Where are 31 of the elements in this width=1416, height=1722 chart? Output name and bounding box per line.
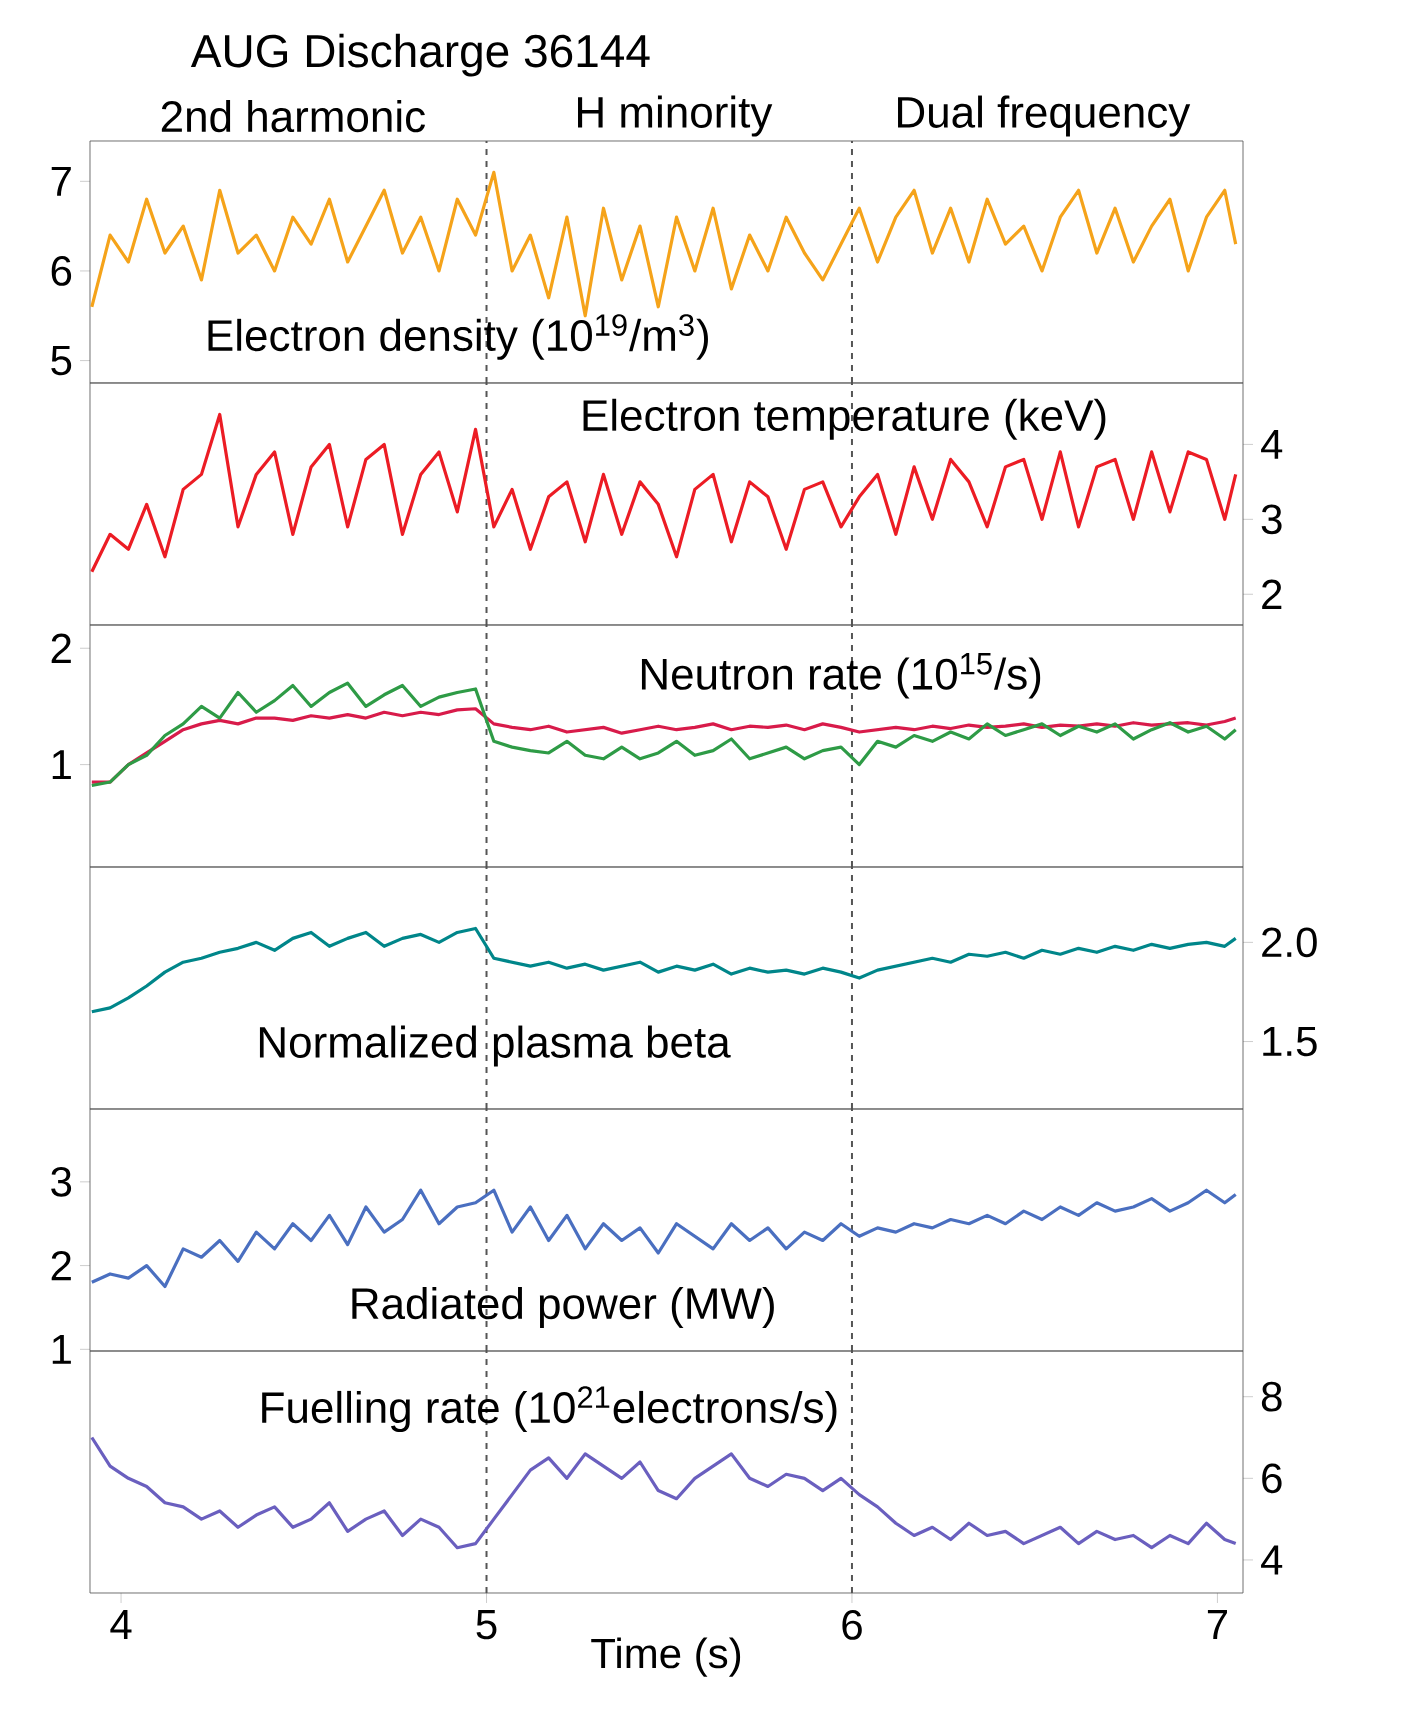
annotation: Electron density (10$^{19}$/m$^{3}$) — [208, 314, 708, 360]
y2-tick-label: 4 — [1261, 1545, 1283, 1575]
y2-tick-label: 6 — [1262, 1463, 1282, 1494]
y-tick-label: 1 — [52, 1334, 71, 1364]
text: 2nd harmonic — [161, 99, 425, 133]
x-tick-label: 5 — [476, 1610, 497, 1640]
x-axis-title: Time (s) — [591, 1637, 741, 1677]
y2-tick-label: 3 — [1261, 504, 1282, 535]
annotation: Fuelling rate (10$^{21}$electrons/s) — [262, 1386, 837, 1432]
text: Dual frequency — [898, 95, 1191, 137]
annotation: Neutron rate (10$^{15}$/s) — [641, 653, 1041, 699]
y-tick-label: 5 — [51, 345, 72, 376]
x-tick-label: 7 — [1207, 1610, 1227, 1639]
y-tick-label: 1 — [52, 750, 71, 780]
chart-title: AUG Discharge 36144 — [190, 33, 650, 77]
y-tick-label: 2 — [51, 633, 71, 663]
y2-tick-label: 4 — [1261, 429, 1283, 459]
y2-tick-label: 8 — [1261, 1381, 1282, 1412]
y-tick-label: 3 — [51, 1166, 72, 1197]
y-tick-label: 6 — [51, 256, 72, 286]
y2-tick-label: 2 — [1262, 579, 1282, 609]
x-tick-label: 4 — [110, 1610, 132, 1639]
x-tick-label: 6 — [842, 1610, 862, 1640]
annotation: Radiated power (MW) — [352, 1286, 774, 1328]
y-tick-label: 7 — [51, 166, 71, 196]
annotation: Normalized plasma beta — [259, 1025, 731, 1067]
y2-tick-label: 1.5 — [1263, 1026, 1317, 1057]
annotation: Electron temperature (keV) — [583, 398, 1106, 440]
y-tick-label: 2 — [51, 1250, 71, 1281]
y2-tick-label: 2.0 — [1262, 927, 1317, 958]
text: H minority — [578, 95, 773, 137]
